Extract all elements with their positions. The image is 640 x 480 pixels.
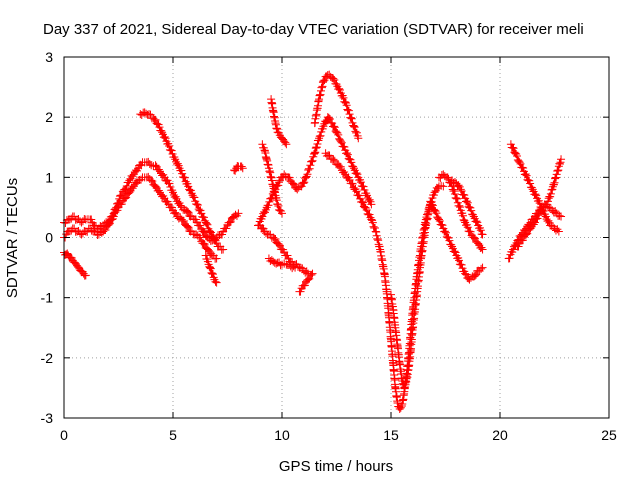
- data-point-markers: [448, 176, 487, 239]
- y-tick-label: -1: [41, 290, 54, 306]
- series-track-5: [230, 162, 247, 175]
- y-tick-label: 2: [45, 109, 53, 125]
- series-track-17: [448, 176, 487, 239]
- data-point-markers: [230, 162, 247, 175]
- series-track-10: [264, 254, 300, 273]
- series-track-20: [513, 155, 566, 251]
- axis-ticks: 0 5 10 15 20 25 -3 -2 -1 0 1 2 3: [41, 49, 617, 443]
- x-tick-label: 10: [274, 427, 290, 443]
- data-point-markers: [267, 95, 291, 149]
- x-tick-label: 20: [492, 427, 508, 443]
- data-point-markers: [136, 108, 228, 254]
- chart-title: Day 337 of 2021, Sidereal Day-to-day VTE…: [43, 21, 584, 38]
- series-track-7: [256, 221, 313, 278]
- series-track-12: [310, 70, 363, 143]
- x-tick-label: 15: [383, 427, 399, 443]
- data-point-markers: [426, 197, 487, 284]
- data-point-markers: [201, 251, 221, 287]
- y-tick-label: 1: [45, 169, 53, 185]
- data-point-markers: [310, 70, 363, 143]
- y-tick-label: 0: [45, 230, 53, 246]
- x-tick-label: 25: [601, 427, 617, 443]
- series-track-11: [295, 269, 317, 296]
- grid-lines: [64, 57, 609, 418]
- data-point-markers: [295, 269, 317, 296]
- x-axis-label: GPS time / hours: [279, 458, 393, 475]
- y-tick-label: -3: [41, 410, 54, 426]
- series-track-3: [136, 108, 228, 254]
- series-track-15: [426, 197, 487, 284]
- x-tick-label: 0: [60, 427, 68, 443]
- data-point-markers: [387, 181, 448, 392]
- y-tick-label: 3: [45, 49, 53, 65]
- data-point-markers: [264, 254, 300, 273]
- data-point-markers: [513, 155, 566, 251]
- series-track-9: [267, 95, 291, 149]
- series-track-4: [201, 251, 221, 287]
- x-tick-label: 5: [169, 427, 177, 443]
- data-point-markers: [258, 140, 286, 218]
- data-point-markers: [256, 221, 313, 278]
- y-tick-label: -2: [41, 350, 54, 366]
- y-axis-label: SDTVAR / TECUs: [4, 178, 21, 298]
- data-points: [60, 70, 566, 413]
- series-track-14: [387, 181, 448, 392]
- series-track-8: [258, 140, 286, 218]
